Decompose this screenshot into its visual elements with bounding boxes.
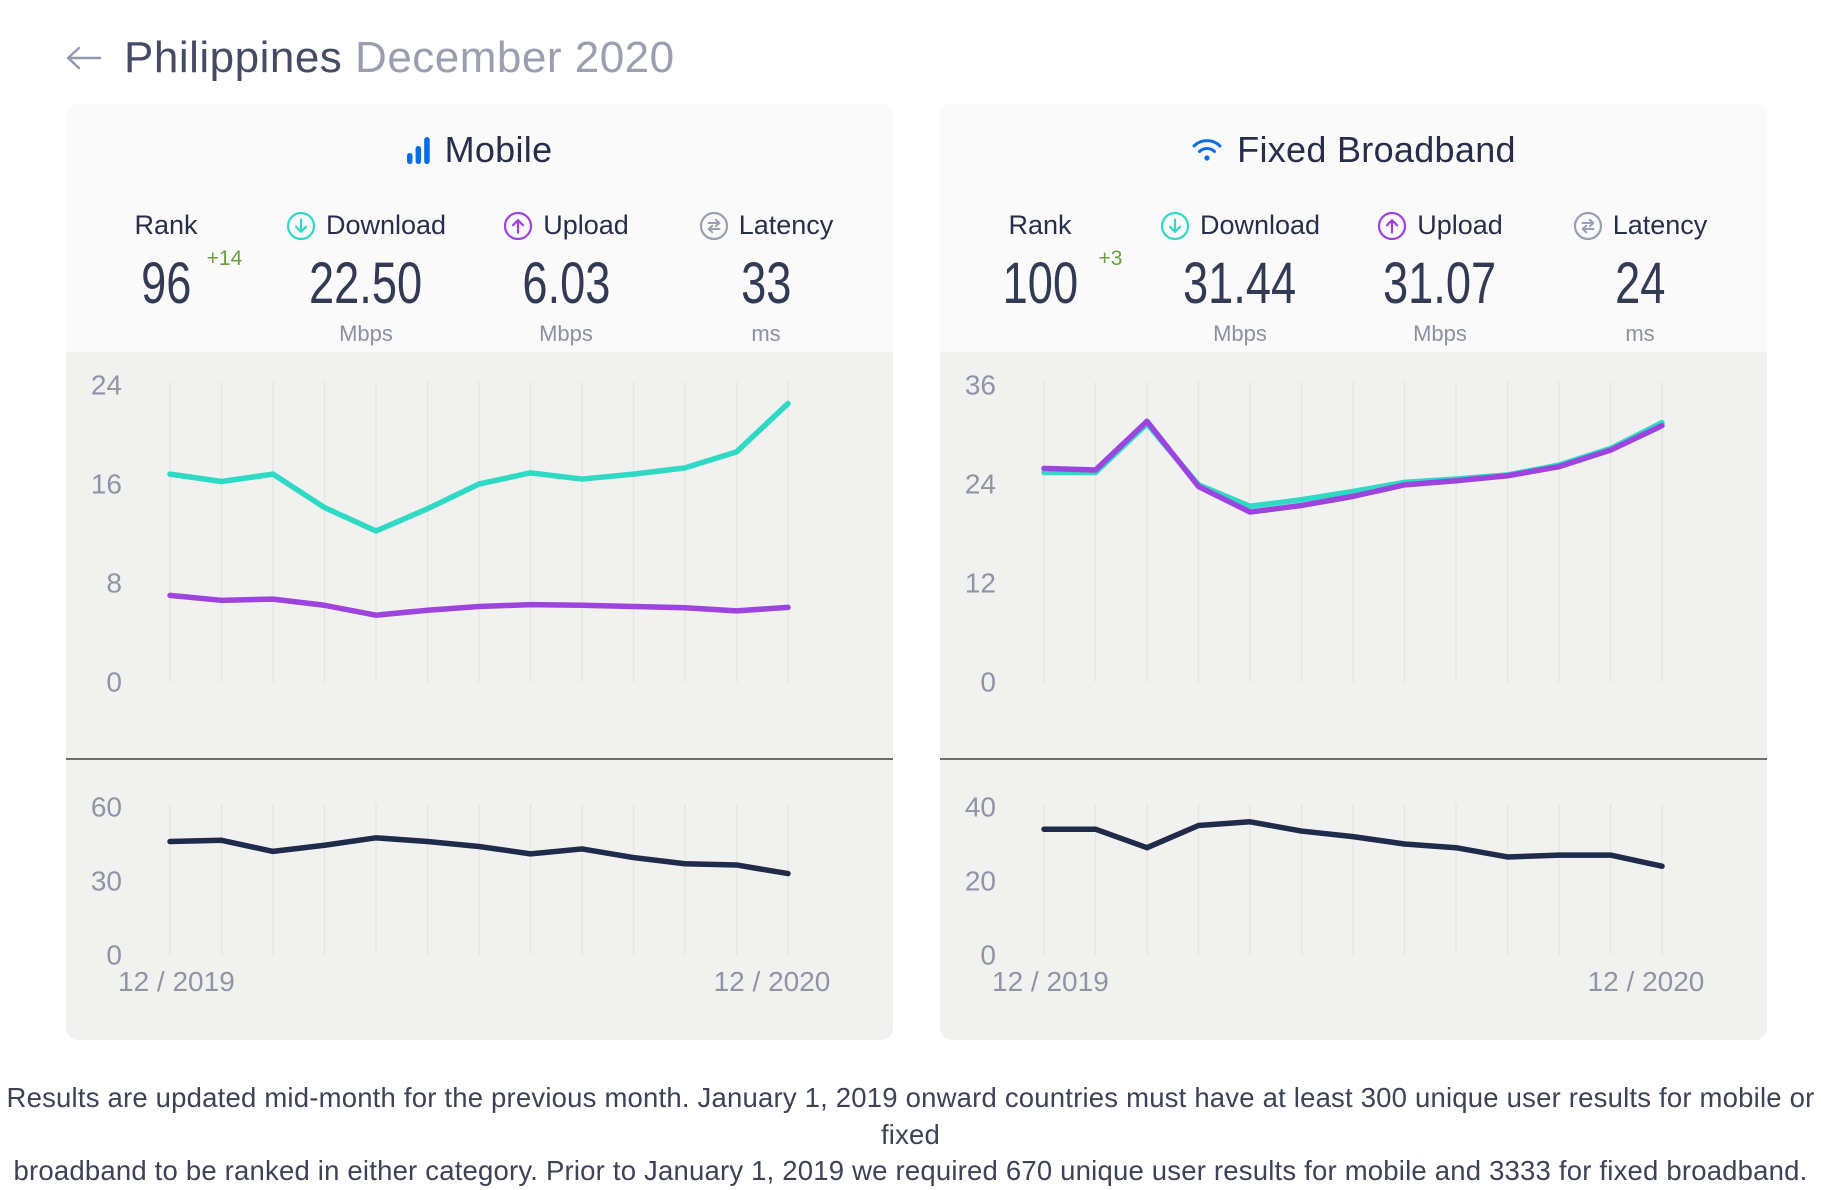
- mobile-latency-stat: Latency 33 ms: [666, 210, 866, 347]
- svg-text:12 / 2019: 12 / 2019: [992, 966, 1109, 997]
- upload-unit: Mbps: [1413, 321, 1467, 346]
- download-value: 22.50: [309, 250, 423, 316]
- latency-unit: ms: [1625, 321, 1655, 346]
- svg-text:30: 30: [91, 866, 122, 897]
- mobile-card-title-label: Mobile: [444, 129, 553, 170]
- latency-arrows-icon: [699, 211, 729, 241]
- svg-text:12: 12: [965, 568, 996, 599]
- mobile-rank-stat: Rank 96 +14: [66, 210, 266, 347]
- fixed-card-title: Fixed Broadband: [940, 126, 1767, 174]
- fixed-broadband-card: Fixed Broadband Rank 100 +3: [940, 104, 1767, 1040]
- svg-text:20: 20: [965, 866, 996, 897]
- svg-text:12 / 2019: 12 / 2019: [118, 966, 235, 997]
- mobile-stats-row: Rank 96 +14: [66, 210, 893, 347]
- rank-change-badge: +14: [206, 247, 243, 270]
- svg-text:0: 0: [980, 940, 996, 971]
- svg-text:0: 0: [106, 667, 122, 698]
- download-unit: Mbps: [1213, 321, 1267, 346]
- download-circle-icon: [1160, 211, 1190, 241]
- svg-text:40: 40: [965, 792, 996, 823]
- rank-value: 96: [140, 250, 192, 316]
- latency-label: Latency: [738, 210, 834, 240]
- mobile-card-title: Mobile: [66, 126, 893, 174]
- mobile-card: Mobile Rank 96 +14: [66, 104, 893, 1040]
- fixed-rank-stat: Rank 100 +3: [940, 210, 1140, 347]
- download-value: 31.44: [1183, 250, 1297, 316]
- upload-circle-icon: [1377, 211, 1407, 241]
- rank-value: 100: [1002, 250, 1078, 316]
- footer-line-2: broadband to be ranked in either categor…: [13, 1155, 1808, 1187]
- fixed-upload-stat: Upload 31.07 Mbps: [1340, 210, 1540, 347]
- latency-label: Latency: [1612, 210, 1708, 240]
- svg-text:0: 0: [106, 940, 122, 971]
- latency-arrows-icon: [1573, 211, 1603, 241]
- svg-text:24: 24: [965, 469, 996, 500]
- svg-text:12 / 2020: 12 / 2020: [714, 966, 831, 997]
- cards-row: Mobile Rank 96 +14: [66, 104, 1821, 1040]
- download-circle-icon: [286, 211, 316, 241]
- latency-unit: ms: [751, 321, 781, 346]
- download-label: Download: [1199, 210, 1321, 240]
- download-label: Download: [325, 210, 447, 240]
- upload-value: 6.03: [521, 250, 611, 316]
- back-arrow-icon[interactable]: [62, 43, 102, 73]
- mobile-download-stat: Download 22.50 Mbps: [266, 210, 466, 347]
- fixed-latency-stat: Latency 24 ms: [1540, 210, 1740, 347]
- footer-line-1: Results are updated mid-month for the pr…: [6, 1082, 1815, 1150]
- svg-text:36: 36: [965, 370, 996, 401]
- report-period: December 2020: [355, 33, 675, 82]
- fixed-card-title-label: Fixed Broadband: [1237, 129, 1516, 170]
- mobile-card-header: Mobile Rank 96 +14: [66, 104, 893, 352]
- upload-label: Upload: [543, 210, 629, 240]
- upload-label: Upload: [1417, 210, 1503, 240]
- wifi-icon: [1191, 137, 1223, 163]
- fixed-card-header: Fixed Broadband Rank 100 +3: [940, 104, 1767, 352]
- fixed-download-stat: Download 31.44 Mbps: [1140, 210, 1340, 347]
- titlebar: Philippines December 2020: [0, 0, 1821, 90]
- fixed-chart-body: 36 24 12 0 40 20 0 12 / 2019 12 / 2020: [940, 352, 1767, 1040]
- mobile-bars-icon: [406, 135, 431, 165]
- upload-circle-icon: [503, 211, 533, 241]
- mobile-upload-stat: Upload 6.03 Mbps: [466, 210, 666, 347]
- page-title: Philippines December 2020: [124, 33, 675, 83]
- svg-text:8: 8: [106, 568, 122, 599]
- rank-label: Rank: [134, 210, 198, 240]
- svg-text:12 / 2020: 12 / 2020: [1588, 966, 1705, 997]
- rank-label: Rank: [1008, 210, 1072, 240]
- fixed-stats-row: Rank 100 +3: [940, 210, 1767, 347]
- svg-text:60: 60: [91, 792, 122, 823]
- latency-value: 24: [1614, 250, 1666, 316]
- rank-change-badge: +3: [1098, 247, 1123, 270]
- svg-text:0: 0: [980, 667, 996, 698]
- country-name: Philippines: [124, 33, 343, 82]
- footer-note: Results are updated mid-month for the pr…: [0, 1080, 1821, 1190]
- svg-text:24: 24: [91, 370, 122, 401]
- upload-unit: Mbps: [539, 321, 593, 346]
- download-unit: Mbps: [339, 321, 393, 346]
- latency-value: 33: [740, 250, 792, 316]
- mobile-chart-body: 24 16 8 0 60 30 0 12 / 2019 12 / 2020: [66, 352, 893, 1040]
- upload-value: 31.07: [1383, 250, 1497, 316]
- svg-text:16: 16: [91, 469, 122, 500]
